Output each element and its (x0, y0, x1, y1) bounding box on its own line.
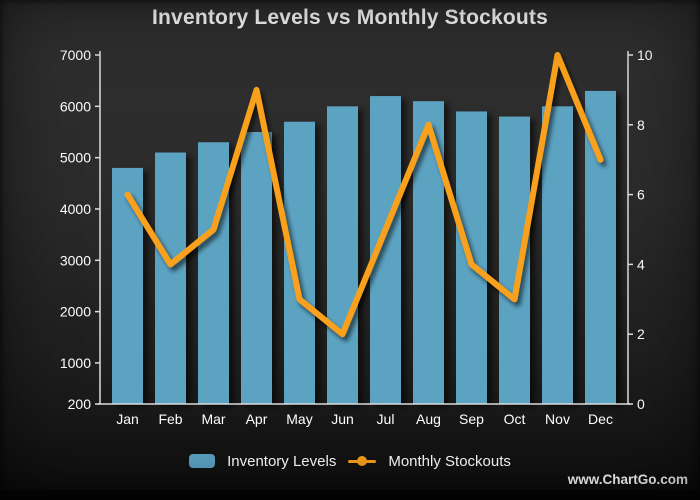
bar-feb (155, 152, 186, 404)
left-axis-label: 7000 (60, 47, 91, 63)
x-axis-label-may: May (286, 411, 312, 427)
bar-oct (499, 116, 530, 405)
bar-may (284, 121, 315, 405)
right-axis-label: 4 (637, 256, 645, 272)
x-axis-label-apr: Apr (246, 411, 268, 427)
legend-inventory-label: Inventory Levels (227, 452, 337, 470)
x-axis-label-sep: Sep (459, 411, 484, 427)
x-axis-label-oct: Oct (504, 411, 526, 427)
left-axis-label: 2000 (60, 304, 91, 320)
bar-jun (327, 106, 358, 404)
chartgo-watermark: www.ChartGo.com (567, 472, 688, 487)
chart-title: Inventory Levels vs Monthly Stockouts (152, 6, 548, 29)
x-axis-label-dec: Dec (588, 411, 613, 427)
bar-nov (542, 106, 573, 404)
left-axis-label: 5000 (60, 150, 91, 166)
left-axis-label: 1000 (60, 355, 91, 371)
x-axis-label-nov: Nov (545, 411, 570, 427)
right-axis-label: 0 (637, 396, 645, 412)
right-axis-label: 8 (637, 117, 645, 133)
left-axis-label: 3000 (60, 252, 91, 268)
left-axis-label: 200 (68, 396, 92, 412)
bar-mar (198, 142, 229, 404)
right-axis-label: 6 (637, 187, 645, 203)
legend-stockouts-label: Monthly Stockouts (388, 452, 511, 470)
x-axis-label-jul: Jul (377, 411, 395, 427)
x-axis-label-jan: Jan (116, 411, 139, 427)
bottom-strip (0, 490, 700, 500)
right-axis-label: 2 (637, 326, 645, 342)
x-axis-label-feb: Feb (158, 411, 182, 427)
bar-apr (241, 131, 272, 404)
chart-plot-area: 7000 6000 5000 4000 3000 2000 1000 200 10 8 6 4 2 0 Ja… (60, 47, 653, 427)
bar-dec (585, 90, 616, 405)
bar-jan (112, 167, 143, 404)
x-axis-label-mar: Mar (201, 411, 225, 427)
x-axis-label-jun: Jun (331, 411, 354, 427)
x-axis-label-aug: Aug (416, 411, 441, 427)
right-axis-label: 10 (637, 47, 653, 63)
left-axis-label: 6000 (60, 98, 91, 114)
legend: Inventory Levels Monthly Stockouts (0, 449, 700, 473)
legend-line-marker-icon (348, 456, 377, 466)
legend-bar-swatch-icon (189, 454, 216, 468)
left-axis-label: 4000 (60, 201, 91, 217)
stockouts-line (124, 52, 604, 338)
